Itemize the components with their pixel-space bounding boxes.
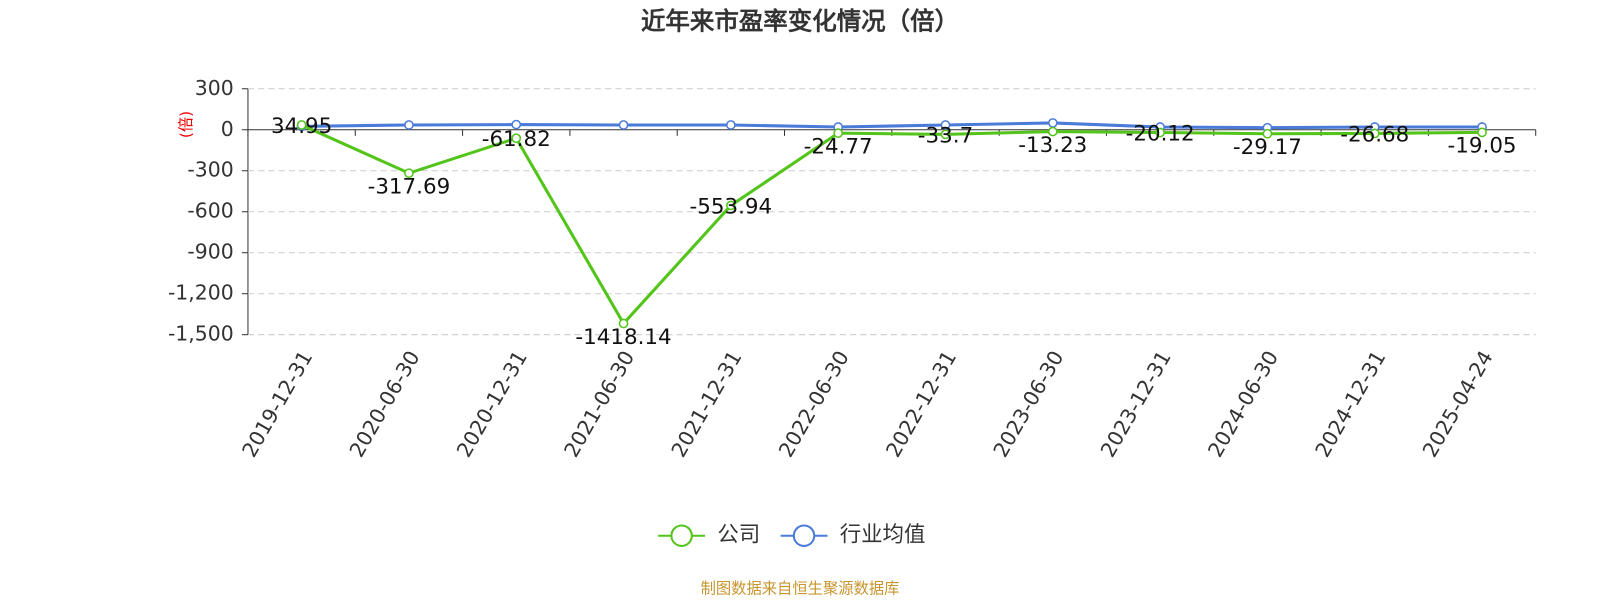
data-label: -33.7 [918, 123, 973, 148]
legend-label: 公司 [717, 523, 760, 548]
marker [404, 120, 414, 130]
x-tick-label: 2023-06-30 [988, 347, 1068, 462]
legend-marker [670, 524, 693, 547]
marker [618, 318, 629, 329]
x-tick-label: 2022-06-30 [774, 347, 854, 462]
data-label: -19.05 [1448, 134, 1517, 159]
chart-title: 近年来市盈率变化情况（倍） [641, 6, 959, 35]
marker [1155, 127, 1165, 138]
data-label: -1418.14 [575, 325, 671, 350]
marker [404, 168, 414, 179]
y-tick-label: -600 [187, 199, 233, 223]
y-tick-label: 300 [195, 76, 234, 100]
x-tick-label: 2019-12-31 [237, 347, 317, 462]
marker [940, 120, 951, 130]
x-tick-label: 2025-04-24 [1418, 347, 1498, 462]
data-label: -20.12 [1126, 122, 1195, 147]
marker [511, 119, 522, 130]
source: 制图数据来自恒生聚源数据库 [701, 579, 900, 597]
x-tick-label: 2020-06-30 [345, 347, 425, 462]
y-tick-label: -1,500 [168, 322, 234, 346]
legend: 公司 行业均值 [658, 523, 925, 548]
y-axis-label: (倍) [177, 111, 195, 138]
marker [1369, 128, 1380, 139]
data-label: 34.95 [271, 114, 332, 139]
marker [296, 120, 307, 130]
line [301, 121, 1483, 130]
y-tick-label: 0 [221, 117, 234, 141]
marker [1047, 126, 1058, 137]
marker [726, 120, 736, 130]
x-tick-label: 2024-12-31 [1310, 347, 1390, 462]
y-tick-label: -1,200 [168, 281, 234, 305]
legend-label: 行业均值 [840, 523, 926, 548]
marker [1477, 127, 1487, 138]
data-label: -29.17 [1233, 135, 1302, 160]
legend-marker [792, 524, 816, 547]
data-label: -553.94 [690, 194, 773, 219]
marker [726, 200, 736, 211]
marker [1262, 128, 1273, 139]
data-label: -13.23 [1018, 133, 1087, 158]
data-label: -317.69 [368, 174, 451, 199]
y-tick-label: -900 [187, 240, 233, 264]
data-label: -26.68 [1340, 122, 1409, 147]
x-tick-label: 2022-12-31 [881, 347, 961, 462]
x-tick-label: 2020-12-31 [452, 347, 532, 462]
x-tick-label: 2021-12-31 [666, 347, 746, 462]
marker [618, 120, 629, 130]
marker [511, 133, 522, 144]
x-tick-label: 2024-06-30 [1203, 347, 1283, 462]
x-tick-label: 2021-06-30 [559, 347, 639, 462]
y-tick-label: -300 [187, 158, 233, 182]
marker [1047, 118, 1058, 128]
marker [833, 128, 844, 138]
marker [940, 129, 951, 140]
line [300, 123, 1483, 327]
data-label: -61.82 [482, 127, 551, 152]
x-tick-label: 2023-12-31 [1096, 347, 1176, 462]
data-label: -24.77 [804, 134, 873, 159]
